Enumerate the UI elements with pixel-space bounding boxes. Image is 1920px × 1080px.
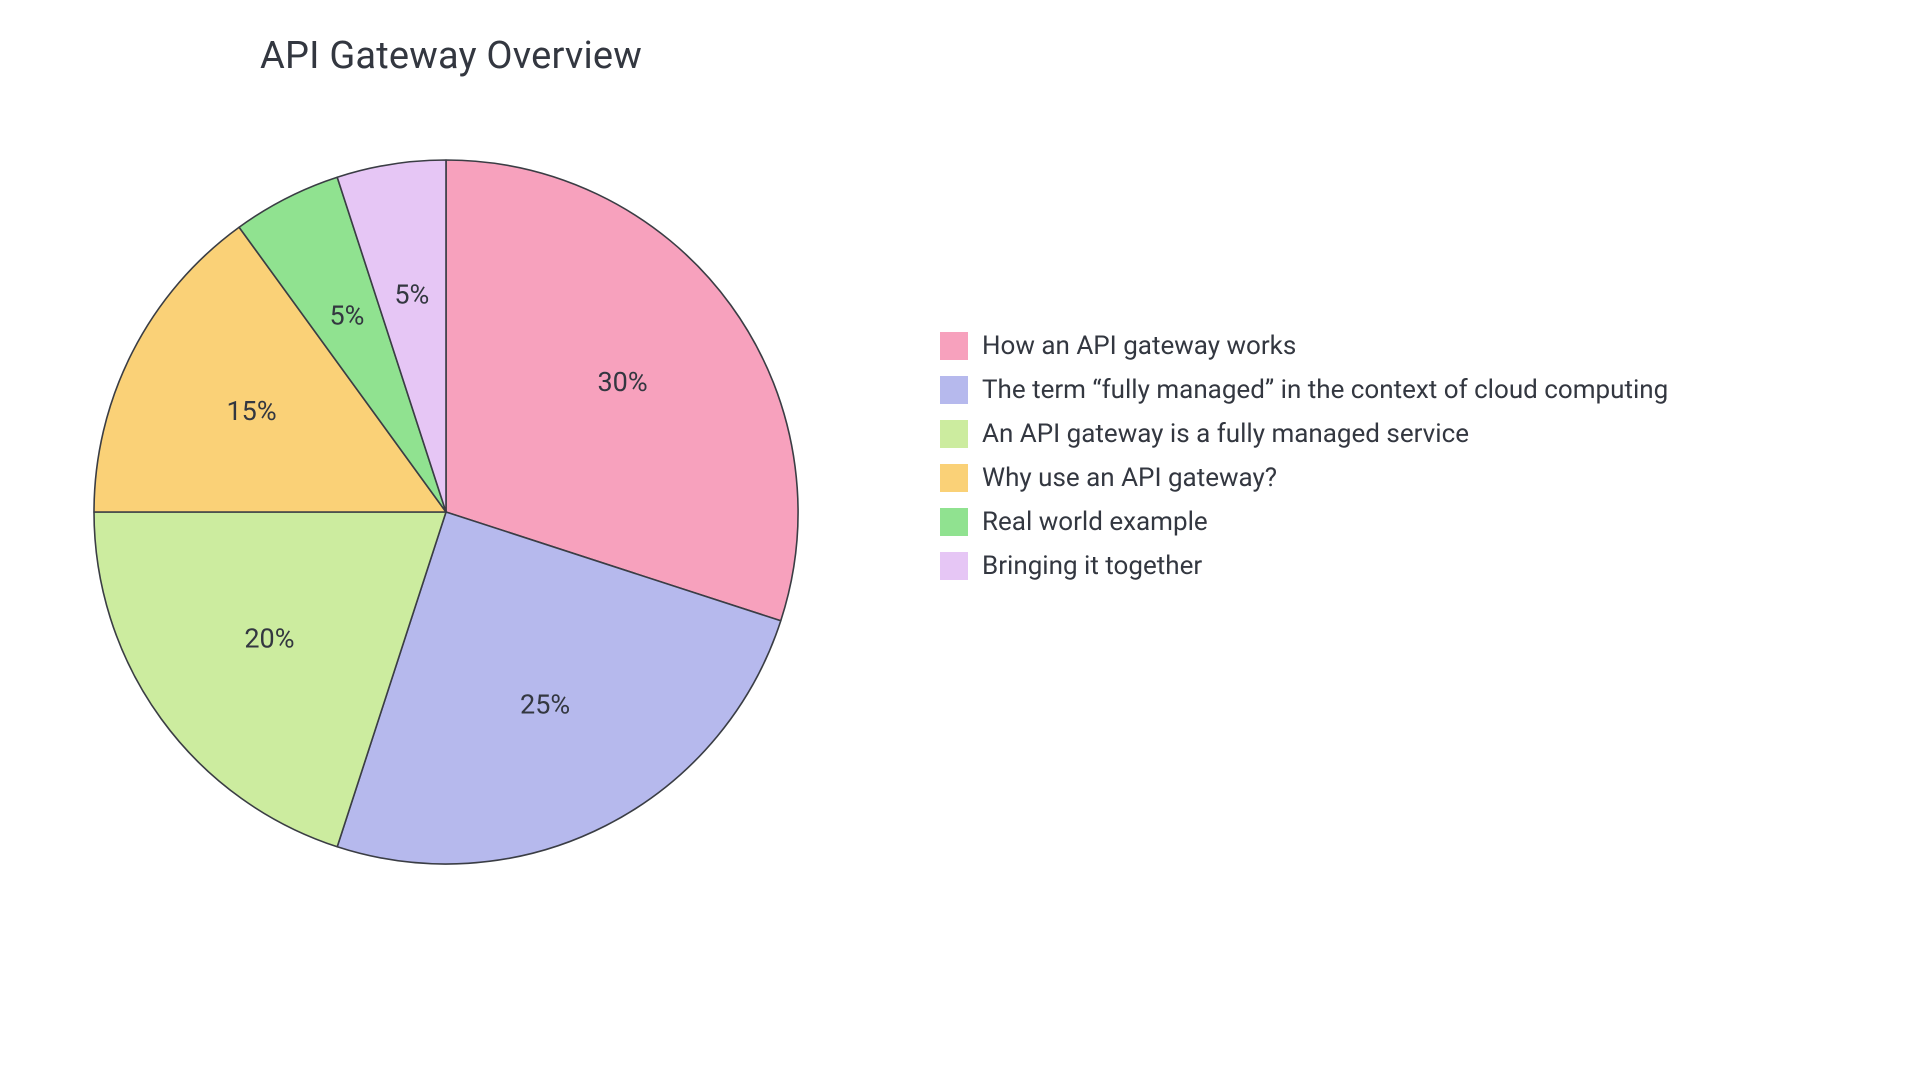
legend-item: An API gateway is a fully managed servic… xyxy=(940,412,1668,456)
legend-label: Why use an API gateway? xyxy=(982,463,1277,493)
pie-slice-label: 25% xyxy=(520,689,570,721)
legend-swatch xyxy=(940,508,968,536)
chart-stage: API Gateway Overview 30% 25% 20% 15% 5% 5% Ho… xyxy=(0,0,1920,1080)
legend-swatch xyxy=(940,376,968,404)
legend-item: How an API gateway works xyxy=(940,324,1668,368)
pie-slice-label: 20% xyxy=(244,622,294,654)
chart-title: API Gateway Overview xyxy=(260,34,642,78)
legend-label: Bringing it together xyxy=(982,551,1202,581)
legend-item: Bringing it together xyxy=(940,544,1668,588)
pie-chart: 30% 25% 20% 15% 5% 5% xyxy=(90,156,802,872)
pie-slice-label: 5% xyxy=(394,279,429,311)
legend-swatch xyxy=(940,420,968,448)
pie-svg: 30% 25% 20% 15% 5% 5% xyxy=(90,156,802,868)
legend: How an API gateway works The term “fully … xyxy=(940,324,1668,588)
pie-slice-label: 15% xyxy=(226,395,276,427)
legend-label: Real world example xyxy=(982,507,1208,537)
legend-swatch xyxy=(940,464,968,492)
legend-label: The term “fully managed” in the context … xyxy=(982,375,1668,405)
legend-swatch xyxy=(940,332,968,360)
legend-item: Why use an API gateway? xyxy=(940,456,1668,500)
legend-item: The term “fully managed” in the context … xyxy=(940,368,1668,412)
legend-swatch xyxy=(940,552,968,580)
legend-label: How an API gateway works xyxy=(982,331,1296,361)
legend-label: An API gateway is a fully managed servic… xyxy=(982,419,1469,449)
pie-slice-label: 30% xyxy=(597,366,647,398)
pie-slice-label: 5% xyxy=(329,300,364,332)
legend-item: Real world example xyxy=(940,500,1668,544)
